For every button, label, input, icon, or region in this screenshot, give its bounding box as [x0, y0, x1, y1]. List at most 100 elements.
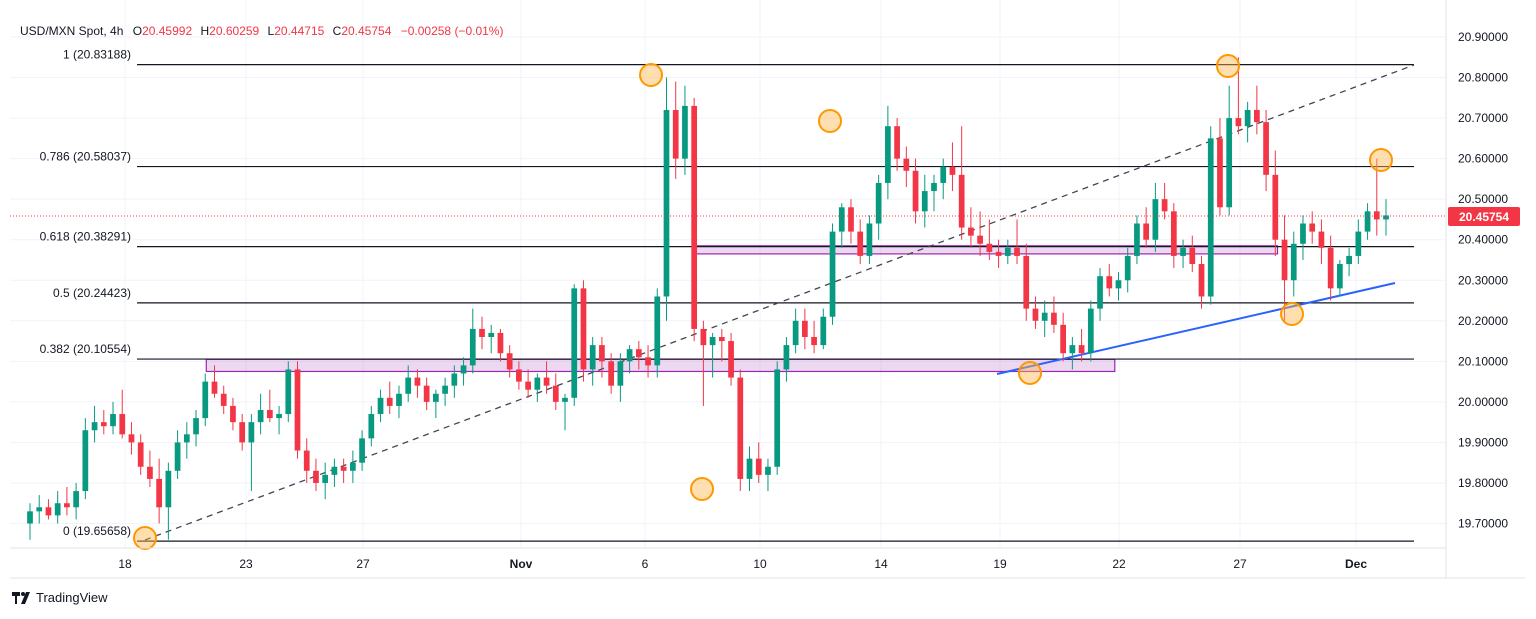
candle	[405, 365, 412, 402]
fib-level-label: 1 (20.83188)	[63, 48, 131, 62]
candle	[331, 458, 338, 488]
candle-body	[1318, 231, 1325, 248]
zone-box	[205, 358, 1116, 373]
candle-body	[479, 328, 485, 338]
candle-body	[165, 470, 172, 508]
candle	[608, 353, 615, 394]
brand-name: TradingView	[36, 590, 108, 605]
candle	[211, 365, 218, 398]
price-axis[interactable]: 20.90000 20.80000 20.70000 20.60000 20.50000…	[1458, 30, 1508, 531]
price-tick-label: 20.90000	[1458, 30, 1508, 44]
candle	[1124, 247, 1131, 293]
price-tick-label: 20.00000	[1458, 395, 1508, 409]
candle	[230, 397, 236, 431]
candle	[193, 409, 199, 447]
candle-body	[801, 320, 808, 338]
candle	[137, 434, 144, 475]
candle	[1300, 215, 1306, 260]
support-resistance-zones	[205, 245, 1279, 373]
candle-body	[635, 349, 642, 358]
time-tick-label: 27	[1233, 557, 1247, 571]
candle-body	[73, 491, 79, 508]
candle	[1014, 219, 1020, 265]
candle-body	[746, 458, 753, 479]
candle	[128, 422, 135, 455]
candle-body	[54, 503, 61, 516]
candle-body	[838, 207, 845, 232]
symbol-label: USD/MXN Spot, 4h	[20, 24, 123, 38]
candle-body	[128, 434, 135, 443]
candle-body	[875, 182, 882, 224]
candle-body	[1189, 247, 1196, 265]
candle	[931, 174, 937, 212]
candle-body	[1115, 280, 1122, 289]
candle	[45, 499, 52, 520]
candle-body	[940, 166, 947, 183]
candle	[949, 142, 956, 192]
candle	[940, 158, 947, 200]
candle-body	[100, 422, 107, 427]
candle	[54, 491, 61, 524]
candle	[525, 369, 531, 398]
candle	[820, 308, 827, 350]
candle	[589, 337, 596, 386]
candle	[968, 207, 974, 248]
candle	[1253, 85, 1260, 135]
candle	[746, 446, 753, 492]
candle	[1337, 259, 1343, 297]
candle-body	[276, 414, 282, 419]
candle-body	[811, 337, 817, 346]
candle	[857, 219, 864, 265]
candle-body	[322, 474, 329, 483]
candle	[27, 503, 33, 540]
swing-marker	[1280, 302, 1304, 326]
candle	[64, 487, 70, 516]
candle-body	[1300, 223, 1306, 244]
candle-body	[442, 385, 448, 394]
candle-body	[230, 405, 236, 423]
candle	[1373, 158, 1380, 236]
candle-body	[91, 422, 98, 431]
candle	[1207, 126, 1214, 305]
candle-body	[1263, 122, 1269, 175]
time-tick-label: 27	[356, 557, 370, 571]
candle-body	[1180, 247, 1186, 256]
candle	[414, 369, 421, 398]
candle	[516, 361, 522, 390]
candle	[1346, 247, 1352, 277]
time-tick-label: 14	[874, 557, 888, 571]
high-label: H	[200, 24, 209, 38]
candle	[479, 316, 485, 350]
candle	[285, 361, 292, 423]
candle	[147, 450, 153, 488]
blue-support-trendline	[996, 282, 1396, 375]
swing-marker	[818, 109, 842, 133]
candle	[1198, 255, 1205, 309]
candle-body	[866, 223, 873, 256]
candle	[1244, 101, 1251, 143]
low-label: L	[268, 24, 275, 38]
candle	[340, 458, 347, 483]
candle	[91, 405, 98, 443]
candle-body	[599, 345, 605, 362]
candle	[562, 393, 568, 431]
candle-body	[986, 243, 993, 252]
candle	[1143, 207, 1150, 248]
candle-body	[1281, 239, 1288, 281]
close-value: 20.45754	[341, 24, 391, 38]
candle	[848, 199, 854, 244]
time-axis[interactable]: 18 23 27 Nov 6 10 14 19 22 27 Dec	[118, 557, 1367, 571]
tradingview-brand[interactable]: TradingView	[12, 590, 108, 605]
fib-level-label: 0.786 (20.58037)	[40, 150, 131, 164]
candle-body	[110, 414, 116, 427]
candle-body	[894, 126, 900, 159]
candle	[396, 385, 402, 419]
candle	[1106, 264, 1113, 297]
candle-body	[718, 337, 725, 342]
candle	[460, 357, 467, 386]
candle-body	[700, 328, 707, 346]
candle	[912, 158, 919, 224]
price-tick-label: 20.30000	[1458, 273, 1508, 287]
candle-body	[1004, 247, 1011, 256]
